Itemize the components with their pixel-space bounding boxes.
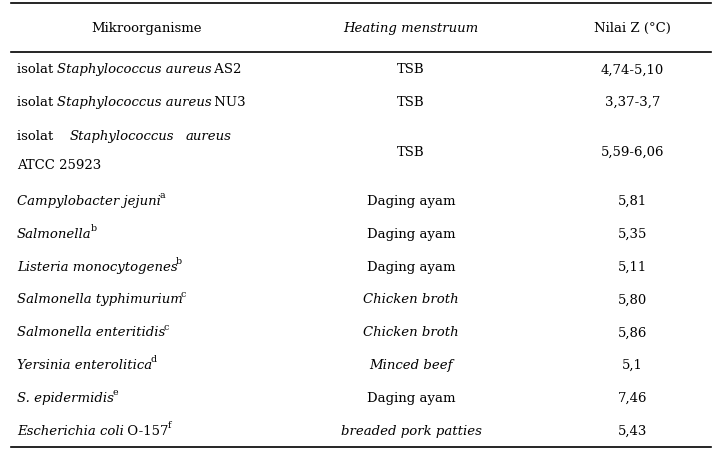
Text: 5,81: 5,81 [617, 194, 647, 207]
Text: b: b [91, 223, 97, 232]
Text: Salmonella enteritidis: Salmonella enteritidis [17, 326, 165, 339]
Text: c: c [181, 289, 186, 298]
Text: ATCC 25923: ATCC 25923 [17, 158, 101, 171]
Text: 5,11: 5,11 [617, 260, 647, 273]
Text: Daging ayam: Daging ayam [367, 194, 455, 207]
Text: Salmonella typhimurium: Salmonella typhimurium [17, 293, 183, 306]
Text: f: f [168, 420, 171, 429]
Text: TSB: TSB [397, 63, 425, 76]
Text: 5,59-6,06: 5,59-6,06 [601, 145, 664, 158]
Text: Staphylococcus aureus: Staphylococcus aureus [57, 96, 212, 109]
Text: Staphylococcus aureus: Staphylococcus aureus [57, 63, 212, 76]
Text: TSB: TSB [397, 145, 425, 158]
Text: 5,80: 5,80 [617, 293, 647, 306]
Text: Minced beef: Minced beef [369, 359, 453, 371]
Text: Nilai Z (°C): Nilai Z (°C) [593, 22, 671, 35]
Text: e: e [113, 387, 118, 396]
Text: isolat: isolat [17, 130, 70, 143]
Text: TSB: TSB [397, 96, 425, 109]
Text: c: c [164, 322, 169, 331]
Text: 7,46: 7,46 [617, 391, 647, 404]
Text: 5,86: 5,86 [617, 326, 647, 339]
Text: Heating menstruum: Heating menstruum [344, 22, 479, 35]
Text: Chicken broth: Chicken broth [363, 326, 458, 339]
Text: 5,35: 5,35 [617, 227, 647, 240]
Text: b: b [175, 256, 182, 265]
Text: AS2: AS2 [210, 63, 241, 76]
Text: Staphylococcus: Staphylococcus [69, 130, 174, 143]
Text: Daging ayam: Daging ayam [367, 260, 455, 273]
Text: a: a [160, 191, 165, 200]
Text: d: d [151, 354, 157, 364]
Text: 5,1: 5,1 [622, 359, 643, 371]
Text: Chicken broth: Chicken broth [363, 293, 458, 306]
Text: Campylobacter jejuni: Campylobacter jejuni [17, 194, 161, 207]
Text: O-157: O-157 [123, 424, 168, 437]
Text: Mikroorganisme: Mikroorganisme [92, 22, 202, 35]
Text: Yersinia enterolitica: Yersinia enterolitica [17, 359, 152, 371]
Text: Salmonella: Salmonella [17, 227, 92, 240]
Text: breaded pork patties: breaded pork patties [341, 424, 482, 437]
Text: aureus: aureus [186, 130, 232, 143]
Text: isolat: isolat [17, 96, 58, 109]
Text: S. epidermidis: S. epidermidis [17, 391, 114, 404]
Text: Listeria monocytogenes: Listeria monocytogenes [17, 260, 178, 273]
Text: Daging ayam: Daging ayam [367, 227, 455, 240]
Text: 5,43: 5,43 [617, 424, 647, 437]
Text: Daging ayam: Daging ayam [367, 391, 455, 404]
Text: NU3: NU3 [210, 96, 245, 109]
Text: 3,37-3,7: 3,37-3,7 [604, 96, 660, 109]
Text: 4,74-5,10: 4,74-5,10 [601, 63, 664, 76]
Text: Escherichia coli: Escherichia coli [17, 424, 124, 437]
Text: isolat: isolat [17, 63, 58, 76]
